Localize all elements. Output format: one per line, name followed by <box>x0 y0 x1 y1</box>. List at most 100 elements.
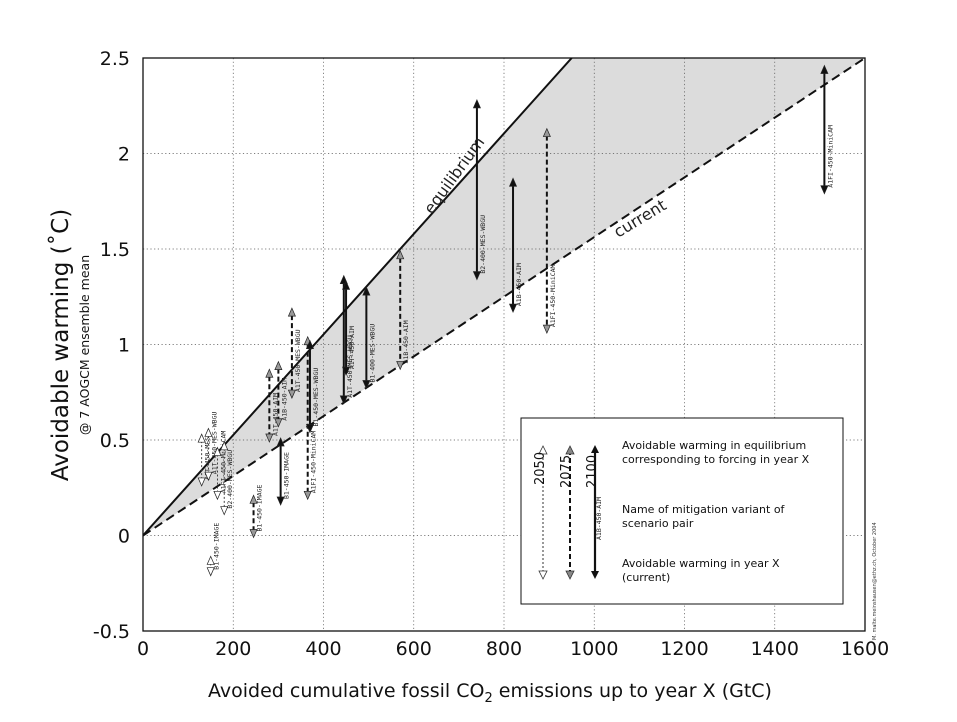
scenario-arrowhead-up <box>508 177 518 187</box>
y-tick-label: 1 <box>118 335 130 357</box>
scenario-arrowhead-down <box>508 303 518 313</box>
y-tick-label: 1.5 <box>100 239 130 261</box>
scenario-arrowhead-up <box>249 494 258 504</box>
scenario-arrowhead-down <box>265 433 274 443</box>
x-tick-label: 200 <box>215 638 251 660</box>
x-tick-label: 1000 <box>570 638 618 660</box>
scenario-label: A1FI-450-MiniCAM <box>549 264 557 327</box>
y-tick-label: 2.5 <box>100 48 130 70</box>
scenario-label: A1T-450-MES <box>204 437 212 480</box>
scenario-label: B1-450-IMAGE <box>256 484 264 531</box>
x-tick-label: 1200 <box>660 638 708 660</box>
scenario-pair-2075: A1T-450-AIM <box>265 368 279 443</box>
author-credit: M. malte.meinshausen@ethz.ch, October 20… <box>872 522 878 640</box>
series-lines <box>143 58 865 537</box>
x-axis-label: Avoided cumulative fossil CO2 emissions … <box>208 680 772 706</box>
scenario-arrowhead-down <box>362 380 371 390</box>
scenario-label: A1T-450-MES-WBGU <box>294 329 302 392</box>
x-tick-label: 0 <box>137 638 149 660</box>
scenario-arrowhead-up <box>542 127 551 137</box>
scenario-label: A1T-450-AIM <box>271 393 279 436</box>
y-axis-sublabel: @ 7 AOGCM ensemble mean <box>77 255 92 435</box>
scenario-pair-2075: A1T-450-MES-WBGU <box>287 307 302 399</box>
legend-year-2050: 2050 <box>533 452 548 485</box>
scenario-pair-2050: A1FI-450-MiniCAM <box>213 431 227 501</box>
scenario-pair-2100: A1T-450-AIM <box>342 280 356 377</box>
scenario-pair-2075: A1B-450-AIM <box>274 360 288 428</box>
scenario-pair-2075: A1B-450-AIM <box>396 249 410 371</box>
legend-2050-up-arrowhead <box>538 445 548 455</box>
legend-bottom-text-2: (current) <box>622 571 670 584</box>
scenario-arrowhead-up <box>265 368 274 378</box>
scenario-label: A1B-450-AIM <box>402 320 410 363</box>
y-tick-label: 2 <box>118 144 130 166</box>
legend-example-label: A1B-450-AIM <box>595 497 603 540</box>
x-tick-label: 400 <box>305 638 341 660</box>
scenario-arrowhead-down <box>287 389 296 399</box>
scenario-label: A1FI-450-MiniCAM <box>310 431 318 494</box>
scenario-label: B1-450-MES-WBGU <box>312 368 320 427</box>
scenario-arrowhead-down <box>820 185 829 195</box>
scenario-pair-2100: B1-400-MES-WBGU <box>362 286 376 390</box>
x-axis-label-sub: 2 <box>484 691 492 706</box>
x-axis-label-part1: Avoided cumulative fossil CO <box>208 680 484 702</box>
legend-2100-down-arrowhead <box>591 571 599 579</box>
scenario-arrowhead-up <box>276 437 285 447</box>
legend-year-2100: 2100 <box>585 455 600 488</box>
scenario-pair-2100: B1-450-IMAGE <box>276 437 291 506</box>
scenario-label: B1-400-MES-WBGU <box>368 324 376 383</box>
scenario-arrowhead-down <box>274 418 283 428</box>
scenario-arrowhead-up <box>472 99 481 109</box>
scenario-arrowhead-down <box>197 477 206 487</box>
scenario-pair-2050: B1-450-IMAGE <box>206 523 221 577</box>
scenario-pair-2050: A1T-450-MES <box>197 433 212 487</box>
legend-2100-up-arrowhead <box>591 445 599 453</box>
scenario-arrowhead-down <box>204 471 213 482</box>
scenario-label: B2-400-MES-WBGU <box>226 450 234 509</box>
legend-2075-up-arrowhead <box>565 445 575 455</box>
scenario-label: A1T-450-AIM <box>348 326 356 369</box>
scenario-pair-2075: A1FI-450-MiniCAM <box>303 335 318 501</box>
scenario-arrowhead-down <box>472 271 481 281</box>
legend-2075-down-arrowhead <box>565 570 575 580</box>
legend-box <box>520 417 844 605</box>
scenario-label: A1B-450-AIM <box>515 263 523 306</box>
scenario-label: B1-450-IMAGE <box>213 523 221 570</box>
scenario-arrowhead-up <box>274 360 283 370</box>
scenario-arrowhead-up <box>305 339 314 349</box>
scenario-arrowhead-up <box>287 307 296 317</box>
scenario-arrowhead-up <box>820 64 829 74</box>
scenario-arrowhead-down <box>206 567 215 577</box>
scenario-arrowhead-down <box>213 490 222 501</box>
scenario-pair-2100: B2-400-MES-WBGU <box>472 99 487 281</box>
plot-frame <box>142 57 866 632</box>
scenario-label: A1T-450-MES-WBGU <box>210 412 218 475</box>
scenario-label: A1T-450-MES-WBGU <box>346 335 354 398</box>
scenario-pair-2100: A1B-450-AIM <box>508 177 523 313</box>
scenario-arrowhead-down <box>303 490 312 501</box>
scenario-label: A1FI-450-MiniCAM <box>219 431 227 494</box>
scenario-label: B2-400-MES-WBGU <box>479 215 487 274</box>
scenario-arrowhead-down <box>339 395 348 405</box>
scenario-arrowhead-down <box>220 506 229 516</box>
legend-middle-text-2: scenario pair <box>622 517 694 530</box>
scenario-pair-2075: A1FI-450-MiniCAM <box>542 127 557 335</box>
current-line <box>143 58 865 537</box>
legend-year-2075: 2075 <box>559 455 574 488</box>
scenario-arrowhead-up <box>204 427 213 437</box>
scenario-arrowhead-up <box>396 249 405 260</box>
y-tick-label: 0 <box>118 526 130 548</box>
scenario-arrowhead-down <box>276 496 285 506</box>
scenario-label: A1FI-450-MiniCAM <box>826 125 834 188</box>
scenario-pair-2100: A1T-450-MES-WBGU <box>339 274 354 405</box>
scenario-arrowhead-down <box>249 529 258 539</box>
y-tick-label: -0.5 <box>93 621 130 643</box>
scenario-pair-2050: A1T-450-MES-WBGU <box>204 412 218 482</box>
scenario-arrowhead-down <box>396 361 405 371</box>
x-tick-label: 800 <box>486 638 522 660</box>
scenario-arrowhead-up <box>339 274 348 284</box>
scenario-pair-2100: A1FI-450-MiniCAM <box>820 64 834 195</box>
legend-top-text-2: corresponding to forcing in year X <box>622 453 810 466</box>
